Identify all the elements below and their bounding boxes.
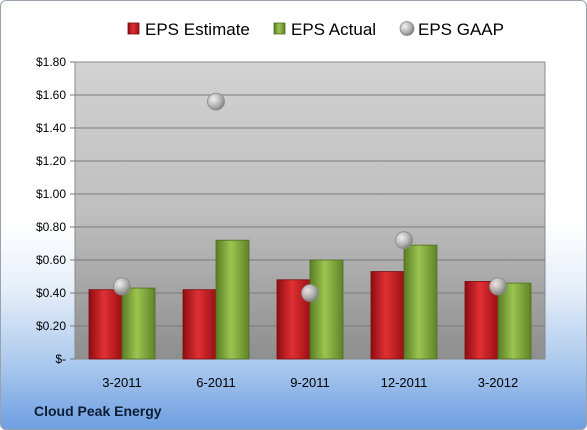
bar-eps-actual (309, 259, 344, 360)
y-tick-label: $0.80 (36, 220, 66, 234)
y-tick-label: $1.20 (36, 154, 66, 168)
legend-eps-gaap-label: EPS GAAP (418, 20, 504, 39)
point-eps-gaap (113, 277, 131, 296)
y-tick-label: $- (55, 352, 66, 366)
legend: EPS Estimate EPS Actual EPS GAAP (127, 20, 504, 39)
legend-eps-estimate-swatch (127, 22, 140, 35)
point-eps-gaap (489, 277, 507, 296)
bar-eps-estimate (464, 281, 499, 360)
x-tick-label: 6-2011 (196, 375, 236, 390)
y-tick-label: $0.60 (36, 253, 66, 267)
point-eps-gaap (395, 231, 413, 250)
y-tick-label: $1.40 (36, 121, 66, 135)
legend-eps-estimate-label: EPS Estimate (145, 20, 250, 39)
legend-eps-actual-swatch (273, 22, 286, 35)
bar-eps-actual (403, 244, 438, 360)
y-tick-label: $1.60 (36, 88, 66, 102)
point-eps-gaap (207, 92, 225, 111)
company-name: Cloud Peak Energy (34, 403, 162, 419)
y-axis: $- $0.20 $0.40 $0.60 $0.80 $1.00 $1.20 $1.40 $1.… (36, 55, 75, 366)
bars (88, 239, 532, 360)
y-tick-label: $1.80 (36, 55, 66, 69)
x-tick-label: 3-2012 (478, 375, 518, 390)
legend-eps-gaap-swatch (399, 21, 415, 36)
bar-eps-estimate (88, 289, 123, 360)
x-tick-label: 12-2011 (381, 375, 428, 390)
y-tick-label: $0.20 (36, 319, 66, 333)
y-tick-label: $1.00 (36, 187, 66, 201)
gaap-points (113, 92, 507, 302)
point-eps-gaap (301, 284, 319, 302)
y-tick-label: $0.40 (36, 286, 66, 300)
x-axis: 3-2011 6-2011 9-2011 12-2011 3-2012 (102, 375, 518, 390)
bar-eps-actual (121, 287, 156, 360)
bar-eps-estimate (182, 289, 217, 360)
x-tick-label: 3-2011 (102, 375, 142, 390)
bar-eps-actual (497, 282, 532, 360)
bar-eps-estimate (370, 271, 405, 360)
x-tick-label: 9-2011 (290, 375, 330, 390)
legend-eps-actual-label: EPS Actual (291, 20, 376, 39)
bar-eps-actual (215, 239, 250, 360)
